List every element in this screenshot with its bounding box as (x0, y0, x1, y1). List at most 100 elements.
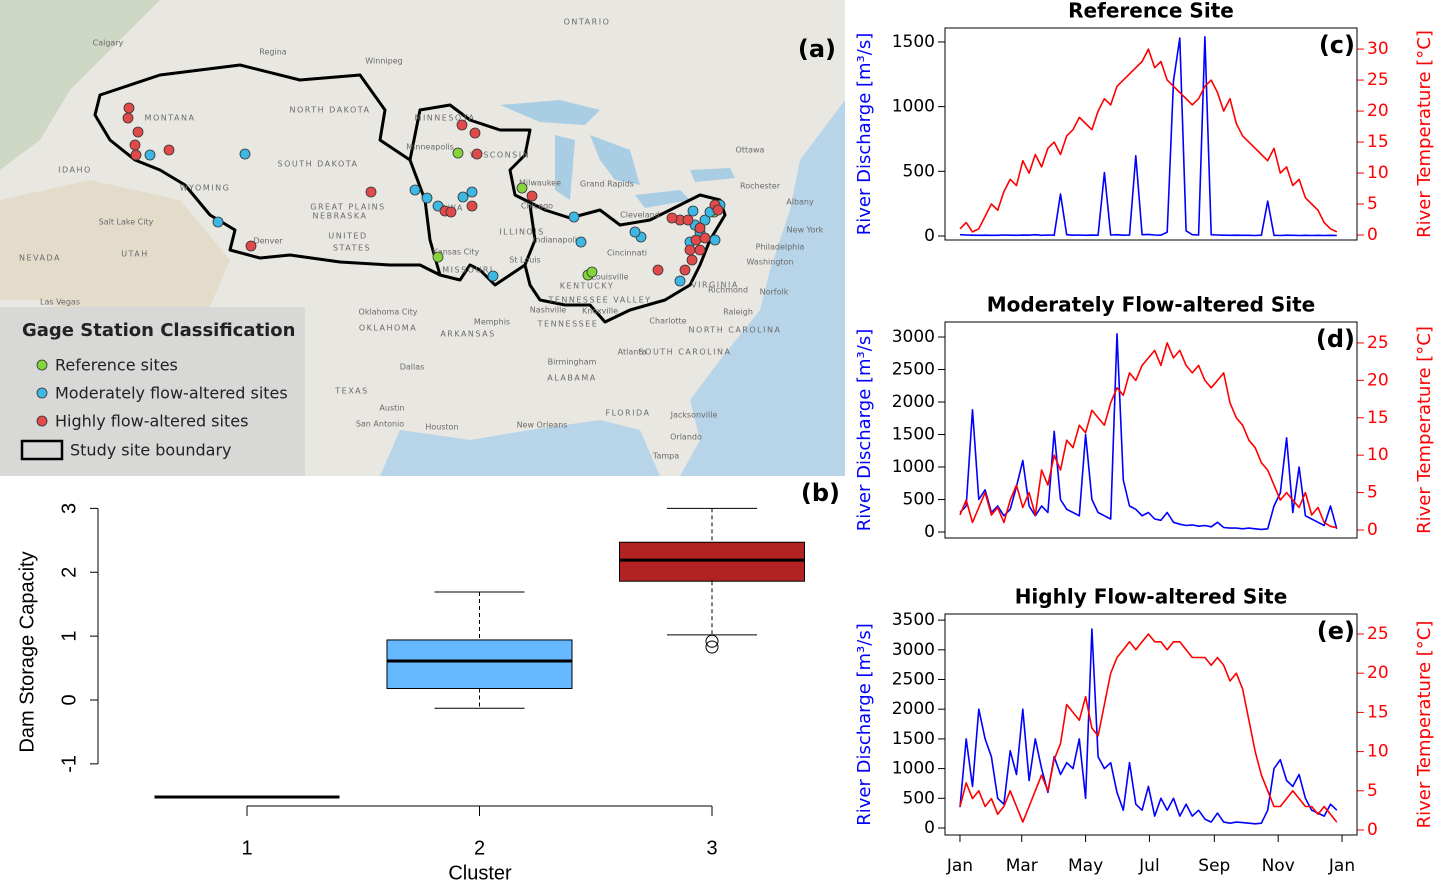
place-label: NORTH DAKOTA (289, 106, 370, 115)
y-tick-label: 0 (924, 522, 935, 542)
gage-station (213, 217, 223, 227)
y-tick-label: 2 (58, 567, 80, 578)
place-label: Raleigh (723, 308, 753, 317)
y-tick-label: 0 (924, 818, 935, 838)
box (620, 542, 805, 581)
box (387, 640, 572, 689)
place-label: Atlanta (618, 348, 647, 357)
place-label: Knoxville (582, 307, 618, 316)
gage-station (683, 215, 693, 225)
place-label: FLORIDA (606, 409, 651, 418)
y2-tick-label: 30 (1367, 39, 1389, 59)
gage-station (576, 237, 586, 247)
y-tick-label: 2500 (892, 670, 935, 690)
series-line (960, 37, 1337, 236)
y-axis-label: River Discharge [m³/s] (854, 329, 875, 531)
place-label: STATES (333, 244, 371, 253)
place-label: Memphis (474, 318, 510, 327)
place-label: Houston (425, 423, 458, 432)
x-tick-label: Jan (946, 856, 973, 876)
y-tick-label: 500 (903, 161, 935, 181)
gage-station (123, 113, 133, 123)
x-tick-label: Nov (1262, 856, 1295, 876)
place-label: ARKANSAS (440, 330, 495, 339)
place-label: MINNESOTA (415, 114, 476, 123)
chart-title: Moderately Flow-altered Site (987, 293, 1315, 317)
y-tick-label: 0 (924, 226, 935, 246)
y2-tick-label: 5 (1367, 781, 1378, 801)
place-label: TENNESSEE (537, 320, 599, 329)
place-label: New York (787, 226, 824, 235)
series-line (960, 343, 1337, 528)
place-label: KENTUCKY (560, 282, 614, 291)
place-label: Salt Lake City (99, 218, 154, 227)
x-axis-label: Cluster (448, 862, 512, 884)
place-label: Tampa (652, 452, 679, 461)
map-panel: ONTARIOCalgaryReginaWinnipegMONTANANORTH… (0, 0, 845, 476)
y-axis-label: River Discharge [m³/s] (854, 33, 875, 235)
y2-tick-label: 20 (1367, 101, 1389, 121)
place-label: Cincinnati (607, 249, 647, 258)
gage-station (467, 201, 477, 211)
y2-tick-label: 20 (1367, 370, 1389, 390)
gage-station (472, 149, 482, 159)
place-label: Indianapolis (533, 236, 581, 245)
y-tick-label: 3 (58, 503, 80, 514)
legend-swatch (37, 360, 47, 370)
place-label: Philadelphia (756, 243, 805, 252)
y-tick-label: 1000 (892, 759, 935, 779)
y2-tick-label: 0 (1367, 520, 1378, 540)
y-axis-label: Dam Storage Capacity (16, 551, 38, 752)
panel-label: (e) (1317, 617, 1355, 645)
place-label: NEBRASKA (313, 212, 368, 221)
gage-station (653, 265, 663, 275)
gage-station (446, 207, 456, 217)
gage-station (410, 185, 420, 195)
place-label: TENNESSEE VALLEY (547, 296, 651, 305)
y2-tick-label: 15 (1367, 702, 1389, 722)
figure: ONTARIOCalgaryReginaWinnipegMONTANANORTH… (0, 0, 1447, 886)
panel-label: (a) (798, 35, 836, 63)
gage-station (687, 255, 697, 265)
x-tick-label: 1 (241, 837, 252, 859)
place-label: San Antonio (356, 420, 404, 429)
gage-station (680, 265, 690, 275)
gage-station (470, 128, 480, 138)
legend-swatch (37, 416, 47, 426)
place-label: Jacksonville (670, 411, 718, 420)
legend-label: Study site boundary (70, 441, 232, 460)
place-label: Birmingham (548, 358, 597, 367)
gage-station (700, 233, 710, 243)
series-line (960, 634, 1337, 822)
place-label: Norfolk (760, 288, 789, 297)
y-tick-label: 1000 (892, 97, 935, 117)
place-label: UTAH (121, 250, 149, 259)
y2-tick-label: 0 (1367, 225, 1378, 245)
place-label: SOUTH CAROLINA (639, 348, 732, 357)
gage-station (675, 276, 685, 286)
place-label: Oklahoma City (359, 308, 418, 317)
place-label: TEXAS (334, 387, 368, 396)
legend-label: Reference sites (55, 356, 178, 375)
x-tick-label: Jul (1138, 856, 1160, 876)
y2-axis-label: River Temperature [°C] (1414, 621, 1435, 829)
gage-station (517, 183, 527, 193)
y2-tick-label: 25 (1367, 333, 1389, 353)
place-label: Richmond (708, 286, 748, 295)
place-label: Dallas (400, 363, 425, 372)
place-label: Nashville (530, 306, 567, 315)
place-label: Austin (379, 404, 404, 413)
y-tick-label: 2500 (892, 360, 935, 380)
gage-station (710, 235, 720, 245)
gage-station (695, 245, 705, 255)
gage-station (587, 267, 597, 277)
y2-axis-label: River Temperature [°C] (1414, 326, 1435, 534)
y-tick-label: 0 (58, 694, 80, 705)
y-axis-label: River Discharge [m³/s] (854, 623, 875, 825)
y-tick-label: 3000 (892, 327, 935, 347)
y2-tick-label: 25 (1367, 70, 1389, 90)
gage-station (667, 213, 677, 223)
x-tick-label: May (1068, 856, 1103, 876)
place-label: Ottawa (736, 146, 765, 155)
place-label: MONTANA (145, 114, 196, 123)
